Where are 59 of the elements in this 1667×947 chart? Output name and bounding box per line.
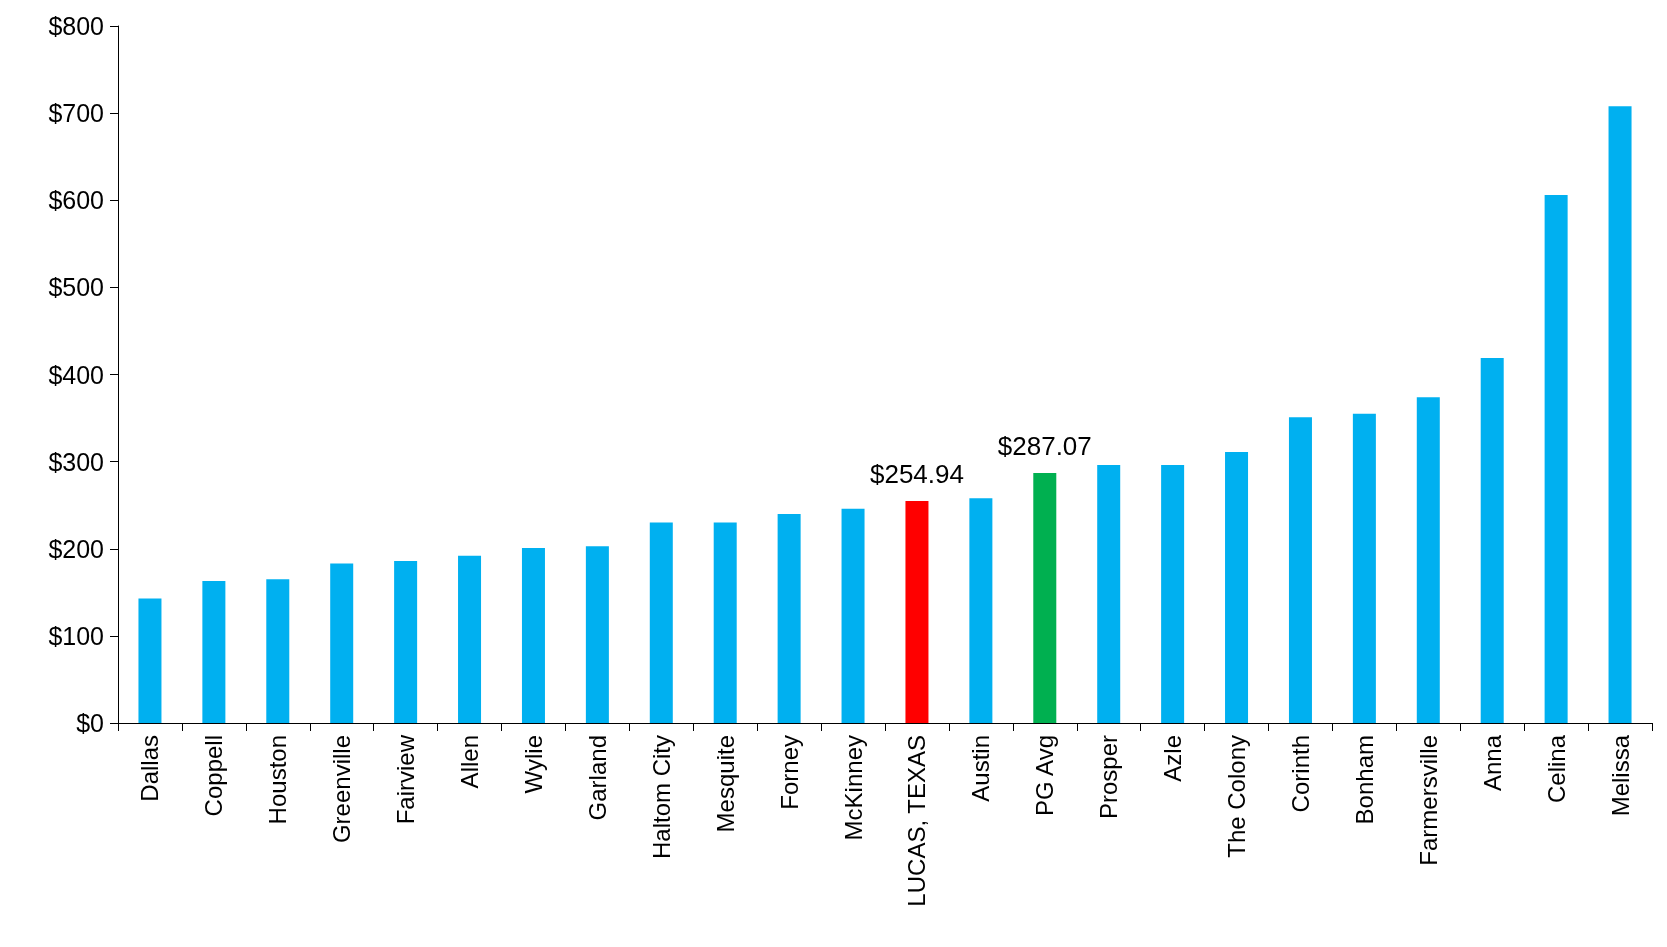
data-label: $254.94: [869, 458, 964, 489]
data-label: $287.07: [997, 430, 1092, 461]
bar: [1480, 357, 1504, 723]
bar: [905, 500, 929, 723]
x-tick-label: Coppell: [200, 735, 228, 817]
y-tick-label: $500: [48, 273, 104, 302]
bar: [1033, 472, 1057, 723]
x-tick-label: Fairview: [392, 734, 420, 825]
x-tick-label: PG Avg: [1031, 735, 1059, 816]
y-tick-label: $700: [48, 99, 104, 128]
bar: [1288, 417, 1312, 723]
bar: [138, 598, 162, 723]
y-tick-label: $200: [48, 534, 104, 563]
bar: [777, 513, 801, 723]
x-tick-label: Melissa: [1606, 734, 1634, 817]
bar: [202, 580, 226, 723]
x-tick-label: Celina: [1542, 734, 1570, 804]
bar: [266, 579, 290, 723]
bar: [713, 522, 737, 723]
bar: [1097, 465, 1121, 723]
x-tick-label: Wylie: [519, 735, 547, 794]
x-tick-label: Allen: [456, 735, 484, 789]
y-tick-label: $600: [48, 186, 104, 215]
y-tick-label: $800: [48, 12, 104, 40]
bar: [1416, 397, 1440, 723]
bar: [585, 546, 609, 723]
x-tick-label: Mesquite: [711, 735, 739, 833]
x-tick-label: Corinth: [1286, 735, 1314, 813]
x-tick-label: Anna: [1478, 734, 1506, 792]
bar: [1225, 452, 1249, 723]
x-tick-label: Farmersville: [1414, 735, 1442, 866]
y-tick-label: $100: [48, 621, 104, 650]
bar: [1352, 413, 1376, 723]
x-tick-label: Azle: [1159, 735, 1187, 782]
bar: [330, 563, 354, 723]
x-tick-label: Forney: [775, 735, 803, 810]
x-tick-label: Houston: [264, 735, 292, 825]
bar: [394, 560, 418, 723]
bar: [841, 508, 865, 723]
x-tick-label: Haltom City: [647, 735, 675, 860]
bar: [458, 555, 482, 723]
bar: [1544, 195, 1568, 723]
bar: [649, 522, 673, 723]
x-tick-label: Bonham: [1350, 735, 1378, 825]
x-tick-label: Greenville: [328, 735, 356, 844]
y-tick-label: $300: [48, 447, 104, 476]
x-tick-label: Dallas: [136, 735, 164, 802]
y-tick-label: $400: [48, 360, 104, 389]
x-tick-label: Prosper: [1095, 735, 1123, 820]
bar: [1608, 106, 1632, 723]
x-tick-label: Austin: [967, 735, 995, 802]
bar: [521, 547, 545, 723]
bar: [969, 498, 993, 723]
y-tick-label: $0: [76, 709, 104, 737]
x-tick-label: Garland: [583, 735, 611, 821]
x-tick-label: McKinney: [839, 735, 867, 841]
x-tick-label: LUCAS, TEXAS: [903, 735, 931, 907]
bar: [1161, 465, 1185, 723]
x-tick-label: The Colony: [1223, 735, 1251, 858]
